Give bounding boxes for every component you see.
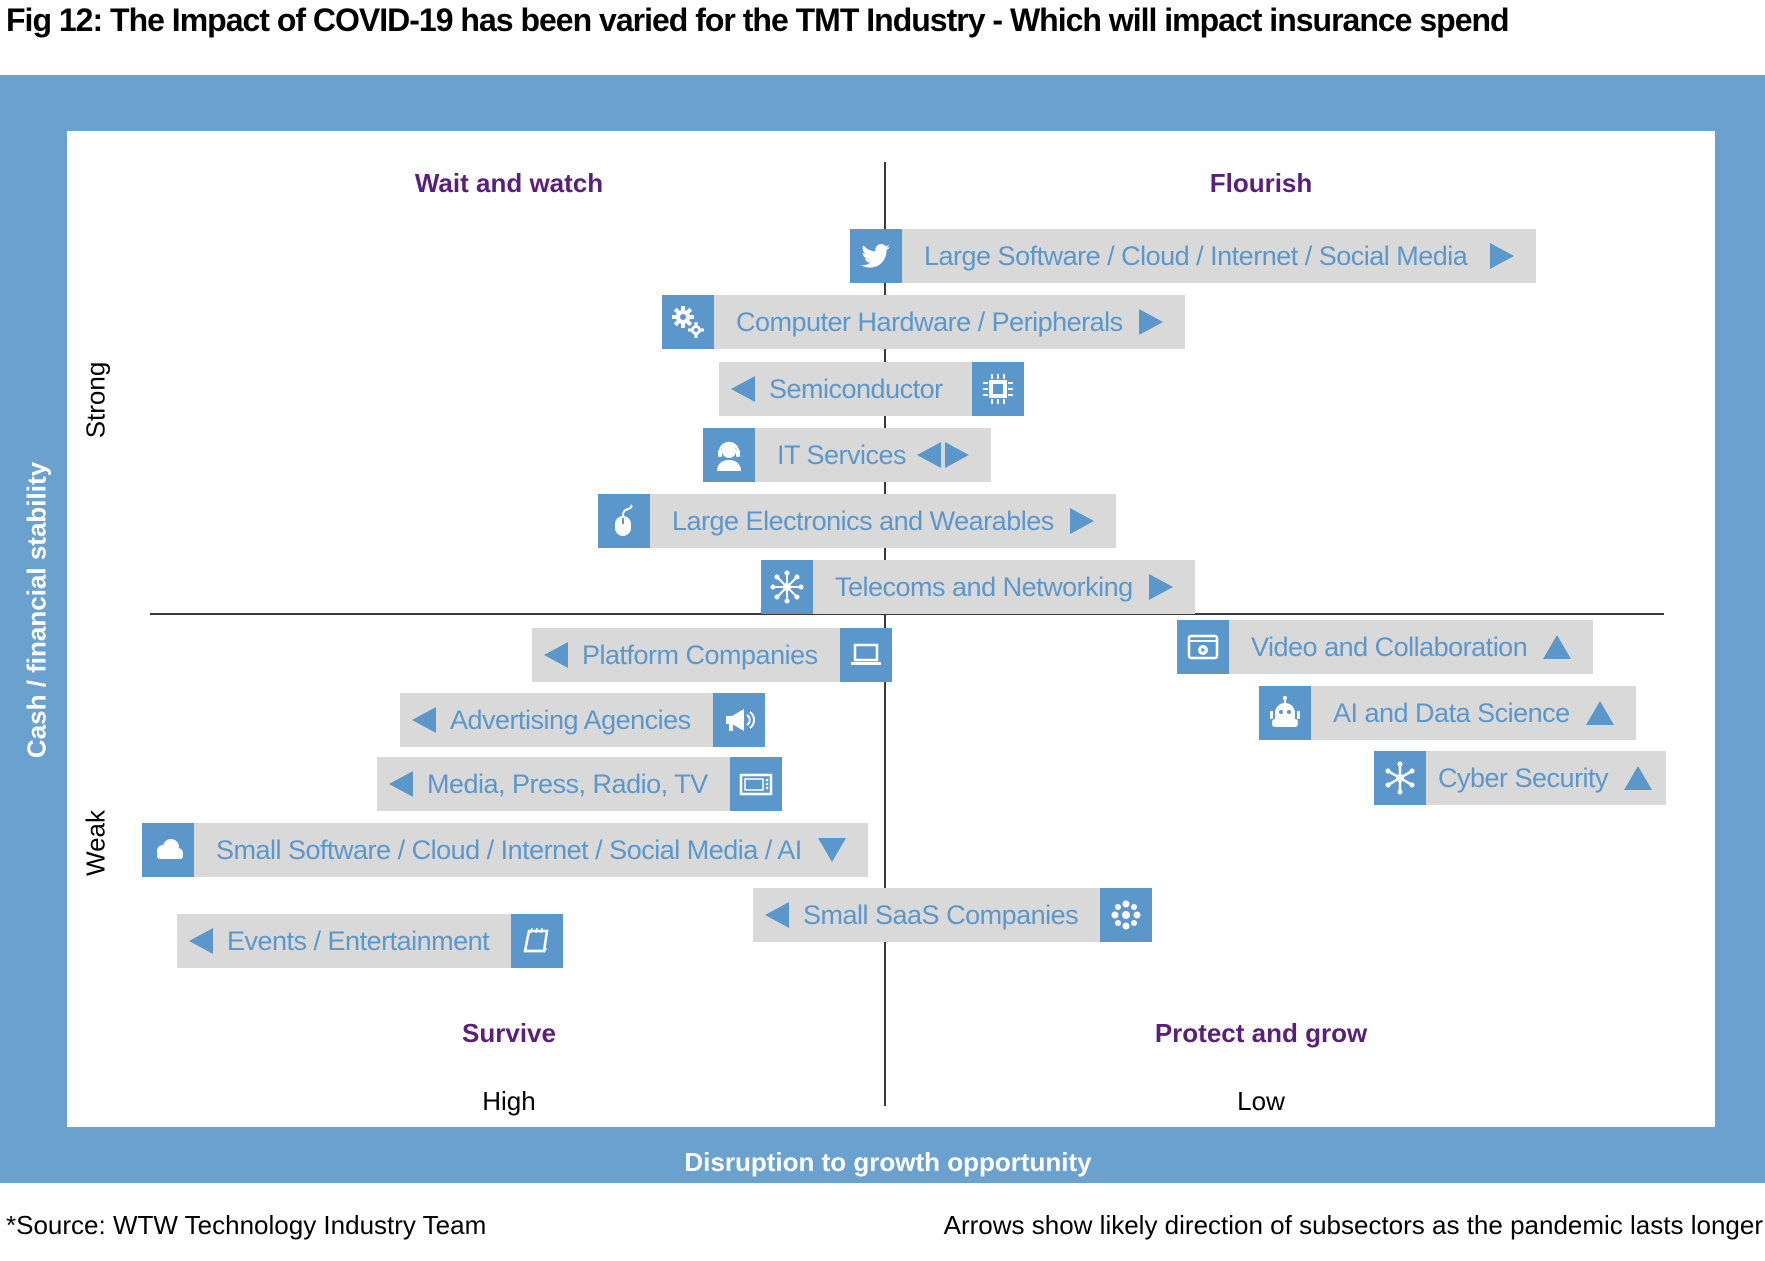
bird-icon [850, 229, 902, 283]
megaphone-icon [712, 693, 765, 747]
quadrant-label-top-left: Wait and watch [414, 168, 604, 198]
subsector-label: Large Software / Cloud / Internet / Soci… [924, 240, 1468, 271]
subsector-ai-data-science: AI and Data Science [1259, 686, 1636, 740]
subsector-label: Events / Entertainment [227, 925, 490, 956]
arrow-left-icon [389, 771, 413, 797]
subsector-label: Cyber Security [1438, 762, 1609, 793]
subsector-platform-companies: Platform Companies [532, 628, 892, 682]
subsector-small-saas: Small SaaS Companies [753, 888, 1153, 942]
quadrant-label-top-right: Flourish [1209, 168, 1313, 198]
network-icon [761, 560, 813, 614]
subsector-label: Computer Hardware / Peripherals [736, 306, 1123, 337]
arrow-left-icon [765, 902, 789, 928]
subsector-large-electronics: Large Electronics and Wearables [598, 494, 1116, 548]
snowflake-icon [1374, 751, 1426, 805]
subsector-it-services: IT Services [703, 428, 991, 482]
laptop-icon [839, 628, 892, 682]
video-icon [1177, 620, 1229, 674]
figure-title: Fig 12: The Impact of COVID-19 has been … [6, 2, 1510, 38]
arrow-down-icon [817, 838, 846, 862]
subsector-large-software: Large Software / Cloud / Internet / Soci… [850, 229, 1536, 283]
gears-icon [662, 295, 714, 349]
subsector-label: Small Software / Cloud / Internet / Soci… [216, 834, 802, 865]
subsector-label: Telecoms and Networking [835, 571, 1133, 602]
y-axis-weak-label: Weak [80, 810, 111, 876]
arrow-left-icon [731, 376, 755, 402]
subsector-events-entertainment: Events / Entertainment [177, 914, 564, 968]
notepad-icon [511, 914, 564, 968]
arrow-right-icon [1148, 574, 1173, 600]
mouse-icon [598, 494, 650, 548]
arrow-right-icon [945, 442, 969, 468]
subsector-label: Video and Collaboration [1251, 631, 1528, 662]
chip-icon [972, 362, 1024, 416]
subsector-label: Small SaaS Companies [803, 899, 1079, 930]
subsector-label: Large Electronics and Wearables [672, 505, 1054, 536]
source-note: *Source: WTW Technology Industry Team [6, 1210, 487, 1240]
subsector-cyber-security: Cyber Security [1374, 751, 1667, 805]
y-axis-title: Cash / financial stability [21, 461, 52, 759]
arrow-left-icon [189, 928, 213, 954]
arrow-up-icon [1543, 635, 1572, 659]
cluster-icon [1100, 888, 1153, 942]
arrow-up-icon [1585, 701, 1614, 725]
arrow-right-icon [1138, 309, 1163, 335]
subsector-video-collaboration: Video and Collaboration [1177, 620, 1594, 674]
subsector-label: Semiconductor [769, 373, 943, 404]
arrow-left-icon [917, 442, 941, 468]
subsector-label: Platform Companies [582, 639, 818, 670]
y-axis-strong-label: Strong [80, 361, 111, 439]
subsector-media-press: Media, Press, Radio, TV [377, 757, 782, 811]
x-axis-title: Disruption to growth opportunity [684, 1147, 1092, 1177]
arrow-up-icon [1624, 766, 1653, 790]
horizontal-divider [150, 613, 1664, 615]
subsector-small-software: Small Software / Cloud / Internet / Soci… [142, 823, 868, 877]
arrow-left-icon [544, 642, 568, 668]
quadrant-label-bottom-left: Survive [462, 1018, 556, 1048]
cloud-icon [142, 823, 194, 877]
arrow-right-icon [1490, 243, 1514, 269]
x-axis-low-label: Low [1237, 1086, 1285, 1116]
arrow-left-icon [412, 707, 436, 733]
subsector-label: AI and Data Science [1333, 697, 1570, 728]
arrows-note: Arrows show likely direction of subsecto… [943, 1210, 1763, 1240]
tv-icon [729, 757, 782, 811]
subsector-advertising-agencies: Advertising Agencies [400, 693, 765, 747]
subsector-label: Media, Press, Radio, TV [427, 768, 708, 799]
quadrant-label-bottom-right: Protect and grow [1154, 1018, 1368, 1048]
headset-icon [703, 428, 755, 482]
robot-icon [1259, 686, 1311, 740]
subsector-label: Advertising Agencies [450, 704, 691, 735]
subsector-semiconductor: Semiconductor [719, 362, 1024, 416]
subsector-telecoms: Telecoms and Networking [761, 560, 1195, 614]
subsector-label: IT Services [777, 439, 907, 470]
subsector-computer-hardware: Computer Hardware / Peripherals [662, 295, 1185, 349]
arrow-right-icon [1069, 508, 1094, 534]
x-axis-high-label: High [482, 1086, 536, 1116]
